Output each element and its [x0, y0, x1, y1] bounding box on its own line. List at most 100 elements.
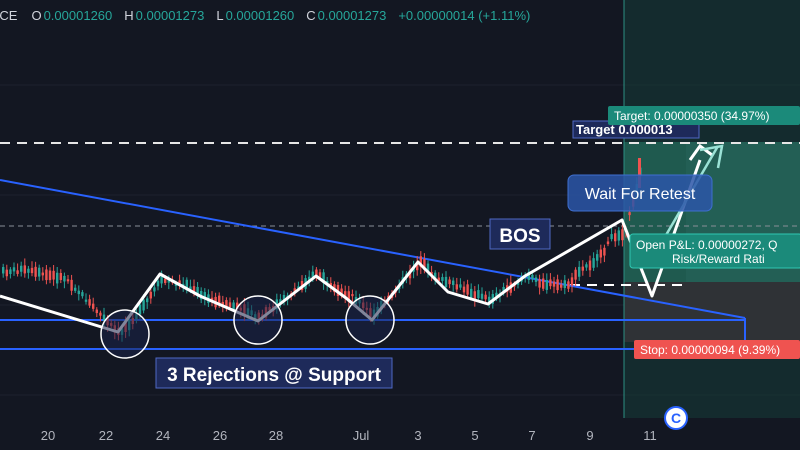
rejection-circle-3 [345, 295, 395, 345]
candle-body [542, 278, 545, 289]
candle-body [282, 294, 286, 302]
svg-text:Target 0.000013: Target 0.000013 [576, 122, 673, 137]
candle-body [189, 286, 192, 290]
candle-body [592, 258, 595, 268]
candle-body [41, 272, 44, 276]
candle-body [495, 292, 498, 297]
candle-body [156, 280, 160, 287]
symbol-name[interactable]: NCE [0, 7, 18, 23]
svg-text:Risk/Reward Rati: Risk/Reward Rati [672, 252, 765, 266]
candle-body [218, 295, 221, 306]
low-label: L [216, 7, 224, 23]
candle-body [160, 273, 163, 284]
candle-body [153, 287, 156, 292]
x-axis: 20 22 24 26 28 Jul 3 5 7 9 11 [41, 428, 657, 443]
candle-body [480, 293, 484, 299]
candle-body [27, 268, 30, 273]
candle-body [56, 272, 59, 284]
candle-body [462, 286, 466, 293]
candle-body [318, 272, 322, 278]
candle-body [581, 266, 584, 271]
x-tick-label: 5 [471, 428, 478, 443]
x-tick-label: Jul [353, 428, 370, 443]
candle-body [344, 291, 347, 298]
candle-body [236, 302, 239, 309]
candle-body [16, 270, 19, 274]
candle-body [81, 292, 84, 297]
candle-body [538, 279, 541, 288]
svg-text:Wait For Retest: Wait For Retest [585, 186, 696, 203]
candle-body [12, 267, 16, 272]
candle-body [419, 256, 422, 268]
candle-body [466, 284, 469, 295]
candle-body [527, 271, 530, 281]
candle-body [574, 269, 577, 280]
candle-body [455, 284, 458, 290]
candles [2, 158, 642, 342]
candle-body [142, 299, 145, 311]
candle-body [99, 312, 102, 316]
candle-body [488, 296, 491, 306]
svg-text:Stop: 0.00000094 (9.39%): Stop: 0.00000094 (9.39%) [640, 343, 780, 357]
bos-label: BOS [489, 218, 551, 250]
candle-body [444, 276, 448, 288]
change-value: +0.00000014 (+1.11%) [398, 7, 531, 23]
candle-body [556, 279, 559, 291]
candle-body [434, 272, 437, 279]
candle-body [74, 287, 77, 291]
candle-body [138, 304, 142, 315]
candle-body [621, 229, 624, 241]
candle-body [549, 279, 552, 287]
candle-body [63, 275, 66, 282]
candle-body [59, 272, 62, 280]
candle-body [628, 212, 631, 216]
pnl-box: Open P&L: 0.00000272, Q Risk/Reward Rati [629, 233, 800, 269]
candle-body [437, 277, 440, 282]
candle-body [416, 261, 419, 271]
candle-body [560, 284, 563, 288]
candle-body [588, 260, 592, 271]
candle-body [617, 230, 620, 241]
logo-icon[interactable]: C [664, 406, 688, 430]
candle-body [585, 264, 588, 268]
candle-body [102, 314, 106, 321]
candle-body [426, 263, 430, 272]
candle-body [178, 280, 181, 285]
candle-body [351, 294, 354, 297]
candle-body [167, 280, 170, 283]
candle-body [570, 277, 574, 286]
descending-trendline [0, 179, 746, 319]
candle-body [423, 259, 426, 270]
candle-body [484, 294, 487, 300]
svg-text:3 Rejections @ Support: 3 Rejections @ Support [167, 365, 382, 386]
candle-body [477, 290, 480, 299]
candle-body [531, 274, 534, 280]
candle-body [502, 286, 505, 293]
candle-body [70, 279, 73, 291]
candle-body [52, 270, 55, 280]
rejection-circle-2 [233, 295, 283, 345]
candle-body [638, 158, 641, 188]
candle-body [563, 280, 566, 289]
candle-body [203, 292, 206, 300]
candle-body [599, 249, 602, 258]
x-tick-label: 24 [156, 428, 170, 443]
candle-body [196, 286, 199, 297]
x-tick-label: 11 [643, 428, 657, 443]
candle-body [88, 299, 91, 306]
candle-body [322, 272, 325, 284]
candle-body [279, 299, 282, 304]
rejection-circle-1 [100, 309, 150, 359]
candle-body [38, 267, 41, 277]
x-tick-label: 3 [414, 428, 421, 443]
retest-label: Wait For Retest [567, 174, 713, 212]
candle-body [45, 269, 48, 281]
candle-body [20, 265, 23, 272]
candle-body [297, 286, 300, 289]
candle-body [614, 233, 617, 242]
close-label: C [306, 7, 316, 23]
candle-body [347, 291, 350, 302]
svg-text:C: C [671, 410, 681, 426]
candle-body [5, 269, 8, 277]
